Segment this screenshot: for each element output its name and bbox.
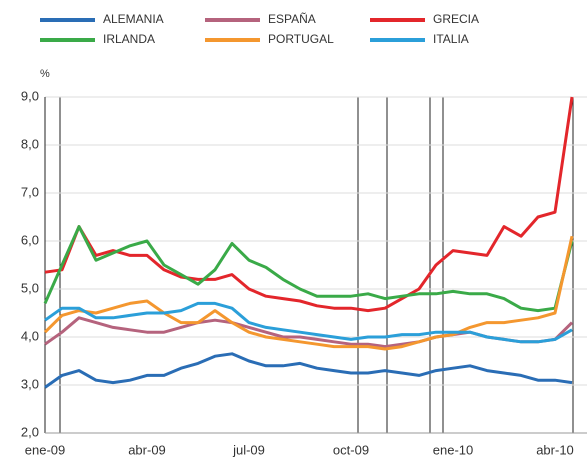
x-tick-label: ene-10 xyxy=(433,442,473,457)
legend-label: ALEMANIA xyxy=(103,12,164,26)
x-tick-label: jul-09 xyxy=(232,442,265,457)
y-tick-label: 7,0 xyxy=(21,184,39,199)
series-line xyxy=(44,352,573,389)
legend-label: ITALIA xyxy=(433,32,469,46)
x-tick-label: abr-09 xyxy=(128,442,166,457)
y-axis-label: % xyxy=(40,68,50,80)
series-line xyxy=(44,96,574,313)
y-tick-label: 5,0 xyxy=(21,280,39,295)
legend-label: IRLANDA xyxy=(103,32,155,46)
legend-label: GRECIA xyxy=(433,12,479,26)
y-tick-label: 6,0 xyxy=(21,232,39,247)
y-tick-label: 2,0 xyxy=(21,424,39,439)
x-tick-label: oct-09 xyxy=(333,442,369,457)
y-tick-label: 9,0 xyxy=(21,88,39,103)
y-tick-label: 8,0 xyxy=(21,136,39,151)
legend-label: ESPAÑA xyxy=(268,12,316,26)
series-line xyxy=(44,301,573,344)
x-tick-label: ene-09 xyxy=(25,442,65,457)
series-line xyxy=(43,235,574,351)
x-tick-label: abr-10 xyxy=(536,442,574,457)
legend-label: PORTUGAL xyxy=(268,32,334,46)
event-lines xyxy=(59,97,574,433)
series-line xyxy=(43,225,574,313)
y-tick-label: 4,0 xyxy=(21,328,39,343)
y-tick-label: 3,0 xyxy=(21,376,39,391)
